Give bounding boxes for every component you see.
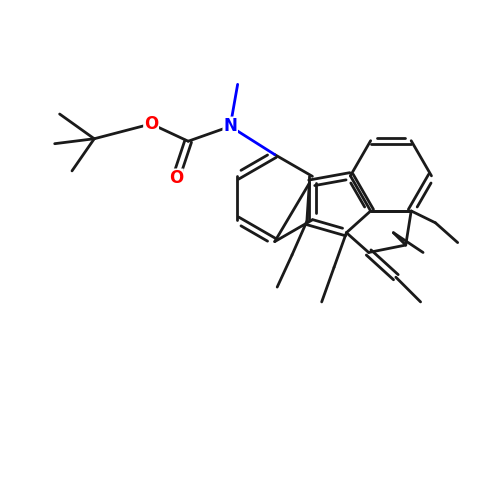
- Text: N: N: [224, 118, 237, 136]
- Text: O: O: [168, 170, 183, 188]
- Text: O: O: [144, 115, 158, 133]
